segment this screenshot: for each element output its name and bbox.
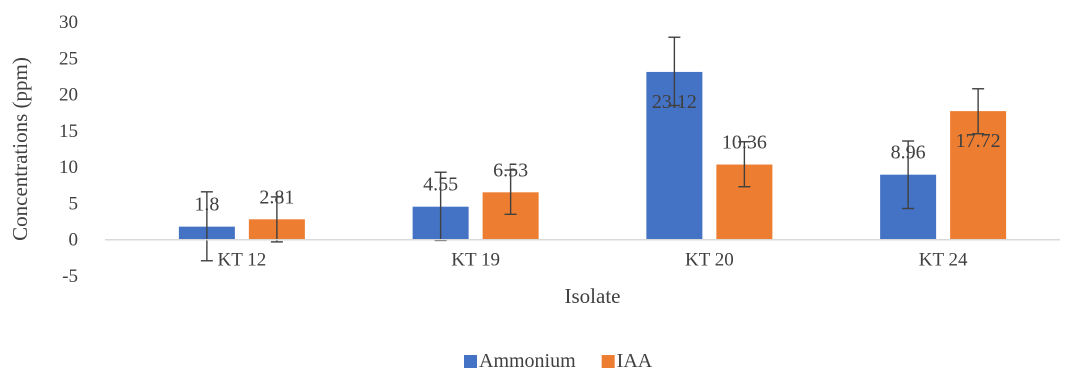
x-axis-categories: KT 12 KT 19 KT 20 KT 24 [218,250,968,271]
error-bar [200,191,213,262]
y-tick-label: 0 [69,230,79,251]
x-category-label: KT 12 [218,250,267,271]
data-label: 6.53 [493,159,528,181]
y-tick-label: -5 [62,266,78,287]
y-tick-label: 25 [59,48,78,69]
y-tick-label: 5 [69,193,79,214]
y-axis-title: Concentrations (ppm) [8,57,32,241]
data-label: 8.96 [891,142,926,164]
legend-swatch [601,355,615,368]
data-labels: 1.8 2.81 4.55 6.53 23.12 10.36 8.96 17.72 [194,91,1000,216]
data-label: 23.12 [652,91,697,113]
legend-swatch [464,355,477,368]
x-category-label: KT 24 [919,250,968,271]
y-tick-label: 30 [59,12,78,33]
legend: Ammonium IAA [464,350,653,372]
data-label: 10.36 [722,132,767,154]
legend-label: IAA [617,350,653,372]
x-category-label: KT 20 [685,250,734,271]
data-label: 4.55 [423,174,458,196]
data-label: 1.8 [194,194,219,216]
data-label: 17.72 [956,130,1001,152]
legend-label: Ammonium [479,350,576,372]
error-bar [504,169,517,216]
y-tick-label: 10 [59,157,78,178]
y-tick-label: 15 [59,121,78,142]
error-bar [270,196,283,243]
y-tick-label: 20 [59,85,78,106]
data-label: 2.81 [259,186,294,208]
error-bar [902,140,915,210]
error-bar [738,141,751,188]
error-bars [200,36,985,262]
x-category-label: KT 19 [451,250,500,271]
bars [178,71,1007,240]
y-axis-ticks: 30 25 20 15 10 5 0 -5 [59,12,78,287]
error-bar [668,36,681,107]
x-axis-title: Isolate [565,284,621,308]
error-bar [972,88,985,135]
